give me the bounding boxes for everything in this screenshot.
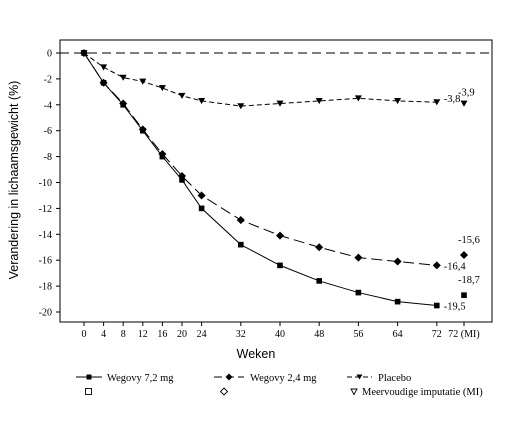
x-axis: 0 4 8 12 16 20 24 32 40 48 56 64 72 72 (MI) bbox=[82, 322, 480, 340]
data-point-placebo bbox=[433, 99, 441, 106]
mi-label-placebo: -3,9 bbox=[458, 88, 475, 99]
data-point-placebo bbox=[119, 74, 127, 81]
data-point-wegovy-2-4 bbox=[315, 243, 324, 252]
legend-marker-wegovy-2-4 bbox=[225, 373, 233, 381]
legend-label-wegovy-2-4: Wegovy 2,4 mg bbox=[250, 373, 317, 384]
y-tick-label: -8 bbox=[44, 152, 52, 163]
x-tick-label: 64 bbox=[393, 329, 403, 340]
x-tick-label: 72 (MI) bbox=[448, 329, 479, 340]
series-line-wegovy-2-4 bbox=[83, 52, 437, 266]
end-label-wegovy-7-2: -19,5 bbox=[444, 302, 466, 313]
mi-label-wegovy-7-2: -18,7 bbox=[458, 275, 480, 286]
legend-mi-marker-wegovy-2-4 bbox=[219, 387, 229, 396]
y-tick-label: -20 bbox=[39, 308, 52, 319]
data-point-wegovy-2-4 bbox=[138, 125, 147, 134]
x-tick-label: 24 bbox=[197, 329, 207, 340]
y-tick-label: -16 bbox=[39, 256, 52, 267]
x-tick-label: 56 bbox=[353, 329, 363, 340]
data-point-placebo bbox=[276, 100, 284, 107]
data-point-placebo bbox=[178, 92, 186, 99]
data-point-wegovy-2-4 bbox=[236, 216, 245, 225]
legend: Wegovy 7,2 mg Wegovy 2,4 mg Placebo Meer… bbox=[76, 373, 483, 398]
mi-point-wegovy-2-4 bbox=[459, 250, 469, 260]
data-point-wegovy-2-4 bbox=[197, 191, 206, 200]
data-point-placebo bbox=[100, 64, 108, 71]
data-point-wegovy-2-4 bbox=[158, 149, 167, 159]
x-tick-label: 72 bbox=[432, 329, 442, 340]
y-tick-label: 0 bbox=[47, 49, 52, 60]
x-tick-label: 4 bbox=[101, 329, 106, 340]
data-point-placebo bbox=[139, 78, 147, 85]
plot-frame bbox=[59, 39, 493, 323]
data-point-placebo bbox=[158, 85, 166, 92]
x-tick-label: 12 bbox=[138, 329, 148, 340]
data-point-wegovy-7-2 bbox=[355, 289, 362, 296]
legend-mi-marker-wegovy-7-2 bbox=[85, 388, 92, 395]
data-point-wegovy-2-4 bbox=[119, 99, 128, 108]
data-point-wegovy-7-2 bbox=[316, 278, 323, 284]
data-point-wegovy-2-4 bbox=[177, 172, 187, 181]
data-point-placebo bbox=[354, 95, 362, 102]
y-tick-label: -12 bbox=[39, 204, 52, 215]
x-tick-label: 0 bbox=[82, 329, 87, 340]
data-point-wegovy-2-4 bbox=[275, 231, 285, 240]
mi-point-wegovy-7-2 bbox=[461, 292, 467, 298]
data-point-wegovy-7-2 bbox=[238, 241, 244, 248]
data-point-placebo bbox=[80, 50, 88, 57]
y-axis-title: Verandering in lichaamsgewicht (%) bbox=[7, 81, 21, 280]
series-line-wegovy-7-2 bbox=[83, 52, 437, 307]
x-tick-label: 20 bbox=[177, 329, 187, 340]
data-point-placebo bbox=[394, 98, 402, 105]
end-label-wegovy-2-4: -16,4 bbox=[444, 261, 467, 272]
legend-label-wegovy-7-2: Wegovy 7,2 mg bbox=[107, 373, 174, 384]
legend-label-placebo: Placebo bbox=[378, 373, 411, 384]
data-point-placebo bbox=[315, 98, 323, 105]
y-tick-label: -2 bbox=[44, 74, 52, 85]
legend-marker-placebo bbox=[356, 374, 363, 380]
data-point-wegovy-2-4 bbox=[99, 78, 108, 87]
legend-mi-marker-placebo bbox=[350, 388, 358, 396]
data-point-wegovy-2-4 bbox=[393, 257, 402, 266]
y-tick-label: -14 bbox=[39, 230, 52, 241]
y-tick-label: -4 bbox=[44, 100, 52, 111]
data-point-placebo bbox=[198, 98, 206, 105]
data-point-wegovy-7-2 bbox=[277, 262, 283, 269]
y-axis: 0 -2 -4 -6 -8 -10 -12 -14 -16 -18 -20 bbox=[39, 49, 60, 319]
legend-marker-wegovy-7-2 bbox=[86, 374, 92, 380]
y-tick-label: -18 bbox=[39, 282, 52, 293]
x-tick-label: 40 bbox=[275, 329, 285, 340]
data-point-wegovy-7-2 bbox=[433, 302, 440, 309]
data-point-placebo bbox=[237, 103, 245, 110]
data-point-wegovy-2-4 bbox=[354, 253, 363, 262]
legend-label-mi: Meervoudige imputatie (MI) bbox=[362, 387, 483, 398]
data-labels: -19,5 -18,7 -16,4 -15,6 -3,8-3,9 bbox=[444, 88, 480, 313]
x-tick-label: 32 bbox=[236, 329, 246, 340]
x-tick-label: 48 bbox=[314, 329, 324, 340]
mi-point-placebo bbox=[460, 100, 468, 107]
data-point-wegovy-2-4 bbox=[432, 261, 441, 270]
series-layer bbox=[79, 48, 469, 309]
x-tick-label: 16 bbox=[157, 329, 167, 340]
mi-label-wegovy-2-4: -15,6 bbox=[458, 235, 480, 246]
data-point-wegovy-7-2 bbox=[198, 205, 205, 212]
y-tick-label: -10 bbox=[39, 178, 52, 189]
data-point-wegovy-7-2 bbox=[394, 298, 401, 305]
x-tick-label: 8 bbox=[121, 329, 126, 340]
y-tick-label: -6 bbox=[44, 126, 52, 137]
end-label-placebo: -3,8 bbox=[444, 94, 461, 105]
series-line-placebo bbox=[83, 52, 437, 107]
x-axis-title: Weken bbox=[237, 347, 276, 361]
